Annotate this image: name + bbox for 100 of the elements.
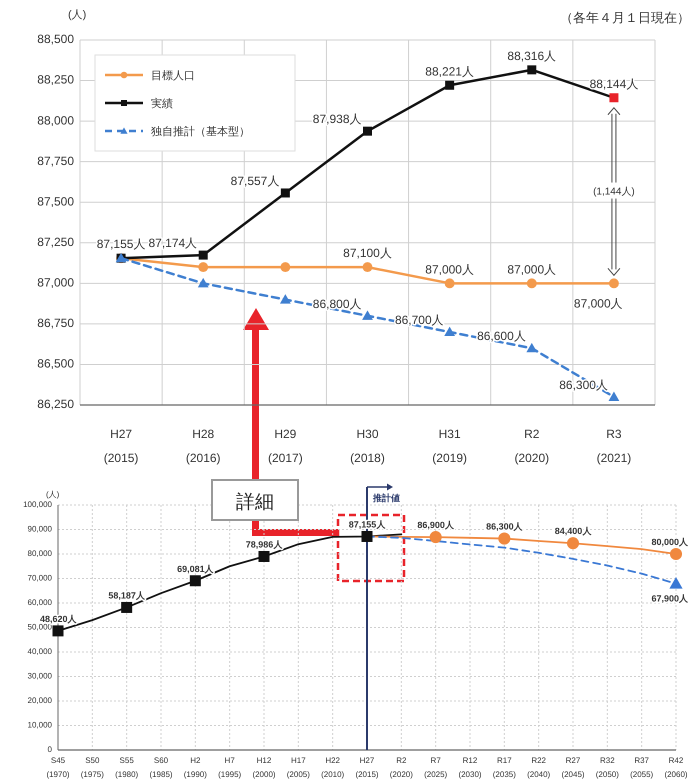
point — [444, 278, 455, 288]
point — [198, 278, 209, 288]
legend-label: 目標人口 — [151, 70, 195, 82]
y-tick-label: 88,250 — [37, 72, 74, 87]
data-label: 86,800人 — [312, 296, 362, 311]
data-label: 86,300人 — [559, 378, 608, 392]
point — [52, 625, 64, 636]
x-tick-label: S60 (1985) — [149, 756, 173, 779]
x-tick-label: R3 (2021) — [596, 427, 632, 465]
data-label: 86,700人 — [394, 313, 444, 327]
point — [258, 550, 270, 562]
x-tick-label: H31 (2019) — [432, 427, 467, 465]
y-tick-label: 0 — [48, 745, 53, 754]
data-label: 88,316人 — [507, 48, 556, 63]
data-label: 69,081人 — [177, 564, 215, 574]
data-label: 67,900人 — [651, 594, 689, 604]
x-tick-label: H12 (2000) — [252, 756, 276, 779]
point — [198, 262, 208, 272]
data-label: 86,300人 — [486, 522, 524, 532]
data-label: 88,221人 — [425, 64, 474, 78]
x-tick-label: H22 (2010) — [321, 756, 345, 779]
data-label: 86,600人 — [477, 329, 526, 344]
x-tick-label: R2 (2020) — [390, 756, 414, 779]
annotation: 詳細 — [236, 492, 274, 513]
y-tick-label: 86,750 — [37, 316, 74, 330]
y-tick-label: 87,250 — [37, 234, 74, 249]
x-tick-label: R12 (2030) — [458, 756, 482, 779]
data-label: 88,144人 — [590, 76, 638, 91]
y-tick-label: 86,500 — [37, 356, 74, 371]
y-tick-label: 60,000 — [28, 598, 53, 608]
point — [362, 310, 373, 320]
point — [121, 602, 132, 613]
point — [190, 575, 201, 586]
x-tick-label: H28 (2016) — [186, 427, 221, 465]
point — [430, 531, 442, 544]
point — [362, 530, 372, 542]
y-tick-label: 30,000 — [28, 672, 53, 681]
data-label: 78,986人 — [246, 539, 284, 550]
point — [527, 65, 536, 74]
y-tick-label: 88,000 — [37, 113, 74, 128]
x-tick-label: R2 (2020) — [514, 427, 550, 465]
point — [609, 93, 618, 102]
data-label: 86,900人 — [417, 520, 455, 530]
x-tick-label: R22 (2040) — [527, 756, 551, 779]
point — [280, 294, 291, 304]
y-tick-label: 70,000 — [28, 574, 53, 583]
y-tick-label: 90,000 — [28, 524, 53, 534]
point — [526, 278, 537, 288]
data-label: 87,000人 — [425, 262, 474, 276]
data-label: 87,155人 — [96, 237, 146, 252]
data-label: 87,174人 — [148, 236, 198, 250]
y-axis-title: (人) — [46, 490, 60, 499]
y-axis-title: (人) — [68, 9, 86, 21]
point — [362, 262, 372, 272]
point — [280, 262, 290, 272]
x-tick-label: H2 (1990) — [184, 756, 208, 779]
y-tick-label: 10,000 — [28, 720, 53, 730]
data-label: 87,557人 — [230, 174, 280, 188]
data-label: 84,400人 — [554, 526, 592, 536]
point — [445, 80, 454, 90]
x-tick-label: H29 (2017) — [268, 427, 303, 465]
data-label: 87,100人 — [343, 246, 392, 260]
x-tick-label: R7 (2025) — [424, 756, 448, 779]
data-label: 87,000人 — [574, 296, 623, 310]
x-tick-label: R37 (2055) — [630, 756, 654, 779]
x-tick-label: R27 (2045) — [561, 756, 585, 779]
annotation: (1,144人) — [593, 186, 635, 198]
y-tick-label: 20,000 — [28, 696, 53, 706]
point — [608, 278, 619, 288]
ref-line-label: 推計値 — [372, 493, 400, 503]
y-tick-label: 87,500 — [37, 194, 74, 208]
point — [608, 391, 620, 401]
x-tick-label: S55 (1980) — [115, 756, 139, 779]
point — [280, 188, 290, 198]
y-tick-label: 50,000 — [28, 622, 53, 632]
y-tick-label: 40,000 — [28, 647, 53, 656]
x-tick-label: H7 (1995) — [218, 756, 242, 779]
x-tick-label: R42 (2060) — [664, 756, 688, 779]
data-label: 87,000人 — [507, 262, 556, 276]
x-tick-label: H17 (2005) — [286, 756, 310, 779]
legend-label: 独自推計（基本型） — [151, 125, 250, 138]
data-label: 80,000人 — [651, 537, 689, 547]
text: （各年４月１日現在） — [560, 10, 690, 25]
x-tick-label: H27 (2015) — [104, 427, 138, 465]
point — [566, 537, 580, 550]
x-tick-label: S45 (1970) — [46, 756, 70, 779]
x-tick-label: S50 (1975) — [80, 756, 104, 779]
y-tick-label: 80,000 — [28, 549, 53, 558]
point — [669, 577, 683, 589]
data-label: 58,187人 — [108, 590, 146, 600]
legend-label: 実績 — [151, 97, 173, 110]
x-tick-label: H27 (2015) — [355, 756, 379, 779]
point — [444, 326, 456, 336]
point — [498, 532, 510, 545]
x-tick-label: H30 (2018) — [350, 427, 385, 465]
x-tick-label: R17 (2035) — [492, 756, 516, 779]
data-label: 87,938人 — [312, 112, 362, 126]
point — [526, 342, 538, 352]
y-tick-label: 100,000 — [23, 500, 53, 510]
y-tick-label: 86,250 — [37, 397, 74, 412]
